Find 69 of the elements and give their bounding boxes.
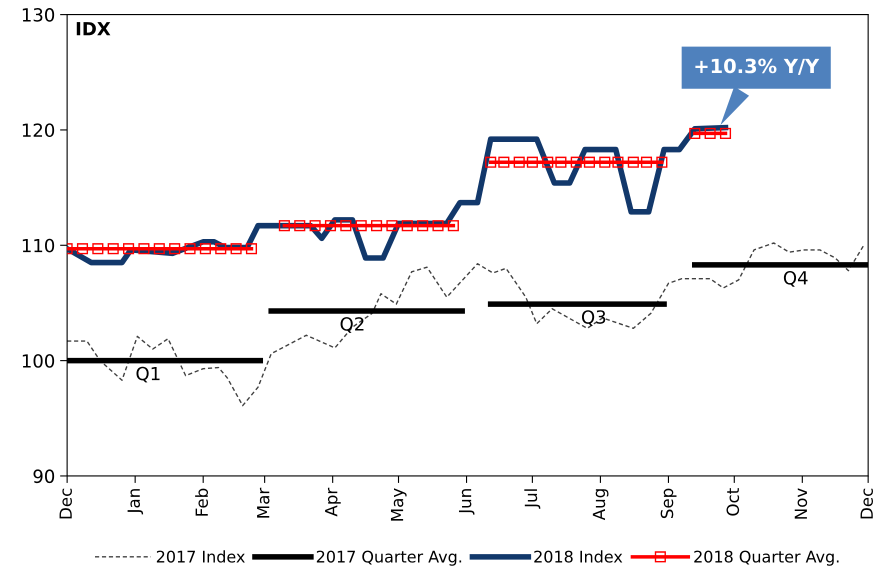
point — [689, 128, 700, 139]
line-series — [67, 242, 864, 406]
point — [108, 243, 119, 254]
y-tick-label: 110 — [22, 238, 54, 252]
x-tick-label: Jul — [524, 489, 540, 509]
point — [278, 220, 290, 232]
point — [417, 220, 428, 232]
point — [498, 156, 510, 168]
point — [656, 156, 668, 168]
point — [386, 220, 398, 232]
annotation: +10.3% Y/Y — [695, 58, 820, 75]
point — [371, 220, 382, 232]
point — [432, 220, 444, 232]
point — [526, 156, 538, 168]
y-tick-label: 130 — [22, 8, 54, 22]
x-tick-label: Mar — [257, 488, 270, 518]
point — [200, 243, 211, 254]
point — [570, 156, 582, 168]
annotation: Q1 — [136, 366, 160, 382]
point — [485, 156, 496, 168]
point — [612, 156, 624, 168]
point — [76, 243, 88, 254]
point — [123, 243, 134, 254]
point — [542, 156, 554, 168]
point — [640, 156, 652, 168]
annotation: Q3 — [582, 310, 606, 326]
legend-label: 2018 Quarter Avg. — [694, 550, 839, 566]
x-tick-label: Dec — [860, 488, 873, 518]
point — [720, 128, 732, 139]
point — [138, 243, 150, 254]
x-tick-label: Sep — [660, 488, 677, 518]
point — [599, 156, 610, 168]
y-tick-label: 100 — [22, 354, 54, 368]
point — [92, 243, 104, 254]
legend-label: 2018 Index — [534, 550, 622, 563]
x-tick-label: Feb — [195, 488, 208, 516]
legend-label: 2017 Index — [156, 550, 245, 563]
point — [169, 243, 180, 254]
point — [356, 220, 367, 232]
x-tick-label: Nov — [794, 488, 808, 519]
point — [704, 128, 716, 139]
x-tick-label: Oct — [726, 488, 740, 516]
x-tick-label: Aug — [592, 489, 608, 520]
point — [230, 243, 242, 254]
point — [294, 220, 306, 232]
point — [402, 220, 413, 232]
x-tick-label: May — [390, 488, 407, 521]
point — [215, 243, 226, 254]
x-tick-label: Dec — [60, 488, 72, 518]
point — [154, 243, 165, 254]
point — [340, 220, 352, 232]
point — [448, 220, 459, 232]
point — [246, 243, 258, 254]
point — [555, 156, 566, 168]
point — [324, 220, 336, 232]
y-axis-title: IDX — [76, 22, 110, 36]
y-tick-label: 120 — [22, 123, 54, 138]
x-tick-label: Jan — [128, 489, 144, 514]
x-tick-label: Apr — [325, 488, 341, 516]
point — [514, 156, 525, 168]
annotation: Q4 — [784, 270, 808, 287]
annotation: Q2 — [340, 317, 364, 333]
point — [310, 220, 321, 232]
x-tick-label: Jun — [458, 489, 474, 515]
y-tick-label: 90 — [33, 469, 54, 484]
point — [584, 156, 595, 168]
point — [184, 243, 196, 254]
legend-label: 2017 Quarter Avg. — [316, 550, 462, 566]
point — [628, 156, 639, 168]
